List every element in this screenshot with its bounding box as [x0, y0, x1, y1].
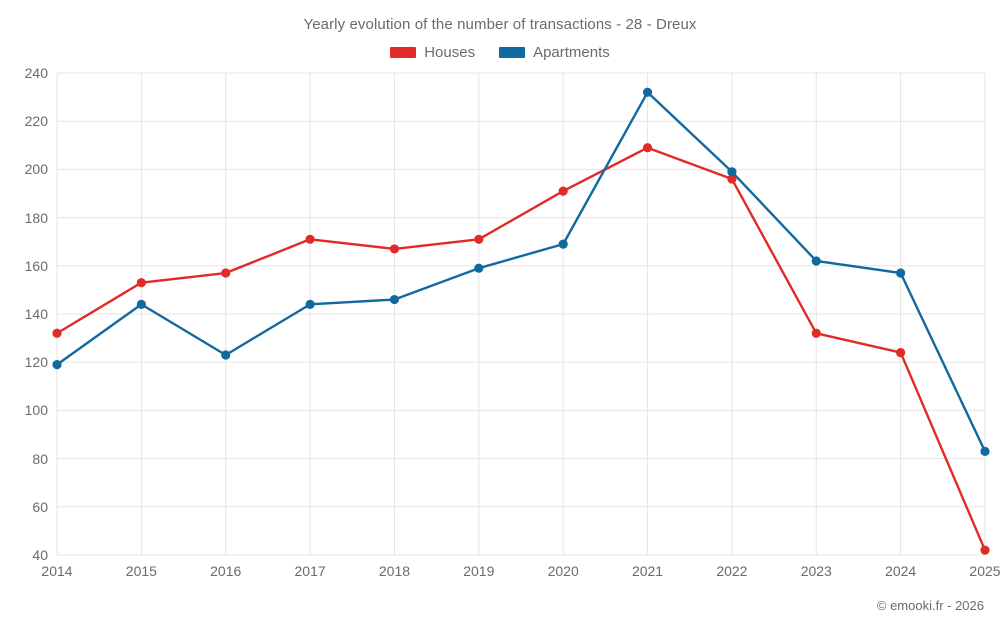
- x-tick-label: 2017: [294, 563, 326, 579]
- data-point-marker[interactable]: [727, 174, 737, 184]
- data-point-marker[interactable]: [221, 268, 231, 278]
- y-tick-label: 120: [24, 354, 48, 371]
- data-point-marker[interactable]: [474, 234, 484, 244]
- y-axis: 40 60 80 100 120 140 160 180 200 220 240: [0, 65, 48, 563]
- y-tick-label: 180: [24, 209, 48, 226]
- y-tick-label: 80: [32, 450, 48, 467]
- data-point-marker[interactable]: [896, 347, 906, 358]
- data-point-marker[interactable]: [642, 87, 653, 97]
- data-point-marker[interactable]: [980, 446, 990, 456]
- x-tick-label: 2025: [969, 563, 1000, 579]
- series-line-apartments: [55, 91, 987, 453]
- data-point-marker[interactable]: [221, 350, 231, 360]
- legend-item-apartments[interactable]: Apartments: [499, 44, 610, 61]
- x-tick-label: 2021: [631, 563, 664, 579]
- data-point-marker[interactable]: [811, 328, 821, 338]
- x-tick-label: 2015: [125, 563, 157, 579]
- y-tick-label: 220: [24, 113, 48, 130]
- x-tick-label: 2023: [800, 563, 832, 579]
- legend-swatch-houses-icon: [390, 47, 417, 58]
- y-tick-label: 200: [24, 161, 48, 178]
- data-point-marker[interactable]: [305, 299, 315, 309]
- chart-legend: Houses Apartments: [0, 44, 1000, 61]
- data-point-marker[interactable]: [727, 167, 737, 177]
- y-tick-label: 140: [24, 306, 48, 322]
- data-series-layer: [52, 87, 990, 555]
- x-tick-label: 2016: [210, 563, 242, 579]
- data-point-marker[interactable]: [52, 328, 62, 338]
- x-tick-label: 2014: [41, 563, 73, 579]
- data-point-marker[interactable]: [136, 278, 146, 288]
- footer-credit: © emooki.fr - 2026: [876, 598, 984, 613]
- x-tick-label: 2022: [716, 563, 748, 579]
- data-point-marker[interactable]: [52, 360, 62, 370]
- y-tick-label: 100: [24, 402, 48, 419]
- data-point-marker[interactable]: [474, 263, 484, 273]
- legend-label-apartments: Apartments: [533, 44, 610, 61]
- y-tick-label: 160: [24, 257, 48, 274]
- legend-swatch-apartments-icon: [499, 47, 526, 58]
- series-line-houses: [55, 146, 987, 552]
- data-point-marker[interactable]: [558, 186, 568, 196]
- data-point-marker[interactable]: [305, 234, 315, 244]
- x-tick-label: 2024: [885, 563, 917, 579]
- data-point-marker[interactable]: [980, 545, 990, 555]
- legend-item-houses[interactable]: Houses: [390, 44, 475, 61]
- data-point-marker[interactable]: [642, 143, 653, 153]
- y-tick-label: 40: [32, 547, 48, 563]
- data-point-marker[interactable]: [896, 268, 906, 278]
- x-tick-label: 2020: [547, 563, 579, 579]
- grid-lines: [56, 72, 986, 556]
- data-point-marker[interactable]: [389, 294, 400, 305]
- y-tick-label: 240: [24, 65, 48, 81]
- data-point-marker[interactable]: [389, 244, 400, 254]
- legend-label-houses: Houses: [424, 44, 476, 61]
- data-point-marker[interactable]: [811, 256, 821, 266]
- data-point-marker[interactable]: [136, 299, 146, 309]
- x-tick-label: 2018: [378, 563, 411, 579]
- plot-area: [52, 72, 990, 556]
- y-tick-label: 60: [32, 498, 48, 515]
- x-tick-label: 2019: [463, 563, 495, 579]
- data-point-marker[interactable]: [558, 239, 568, 249]
- x-axis: 2014 2015 2016 2017 2018 2019 2020 2021 2022 2023…: [41, 563, 1000, 585]
- chart-title: Yearly evolution of the number of transa…: [303, 16, 697, 33]
